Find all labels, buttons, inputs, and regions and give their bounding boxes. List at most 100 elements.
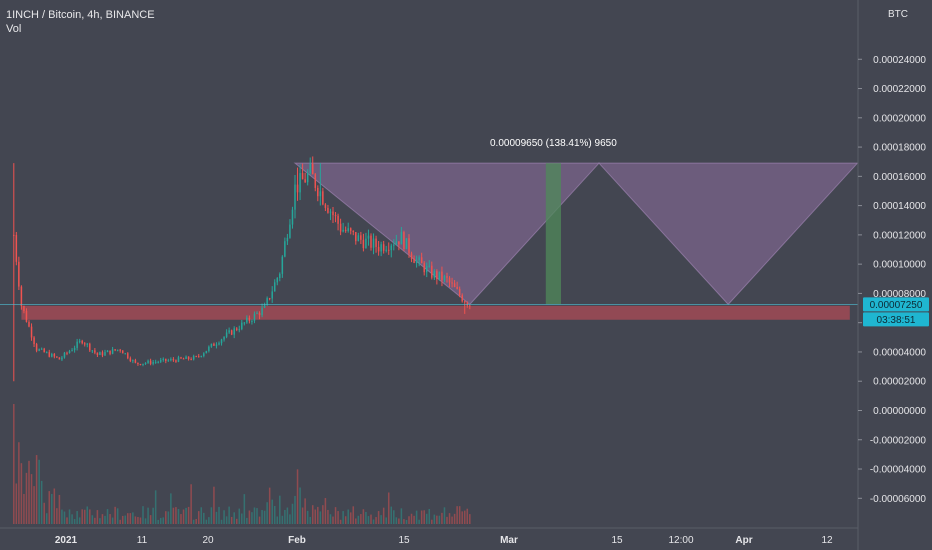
measure-range[interactable] <box>545 163 561 305</box>
candle[interactable] <box>101 350 104 358</box>
candle[interactable] <box>230 329 233 336</box>
candle[interactable] <box>23 305 25 314</box>
candle[interactable] <box>104 349 106 356</box>
candle[interactable] <box>329 208 332 221</box>
candle[interactable] <box>306 169 309 186</box>
candle[interactable] <box>73 345 76 353</box>
candle[interactable] <box>81 339 83 345</box>
candle[interactable] <box>423 261 425 276</box>
candle[interactable] <box>223 336 225 342</box>
candle[interactable] <box>469 304 471 310</box>
candle[interactable] <box>365 232 367 249</box>
candle[interactable] <box>420 252 423 264</box>
candle[interactable] <box>339 218 342 236</box>
candle[interactable] <box>263 302 266 309</box>
candle[interactable] <box>261 303 263 318</box>
candle[interactable] <box>127 352 129 360</box>
candle[interactable] <box>58 357 61 360</box>
candle[interactable] <box>299 164 301 201</box>
candle[interactable] <box>398 241 400 251</box>
candle[interactable] <box>208 345 210 353</box>
candle[interactable] <box>436 269 438 285</box>
candle[interactable] <box>311 156 314 175</box>
candle[interactable] <box>165 358 167 364</box>
candle[interactable] <box>86 342 89 348</box>
candle[interactable] <box>116 349 119 352</box>
candle[interactable] <box>355 232 357 245</box>
last-price-badge[interactable]: 0.00007250 <box>863 297 929 312</box>
candle[interactable] <box>337 213 339 231</box>
candle[interactable] <box>25 308 28 323</box>
candle[interactable] <box>220 338 223 346</box>
candle[interactable] <box>380 241 382 257</box>
candle[interactable] <box>40 347 43 350</box>
candle[interactable] <box>382 240 385 254</box>
candle[interactable] <box>218 341 220 346</box>
candle[interactable] <box>258 311 261 320</box>
candle[interactable] <box>200 355 203 358</box>
candle[interactable] <box>289 219 291 239</box>
candle[interactable] <box>66 351 68 356</box>
candle[interactable] <box>195 355 197 358</box>
candle[interactable] <box>28 320 30 328</box>
candle[interactable] <box>405 238 408 250</box>
candle[interactable] <box>238 325 241 333</box>
candle[interactable] <box>309 157 311 175</box>
candle[interactable] <box>322 187 324 206</box>
candle[interactable] <box>301 163 304 180</box>
candle[interactable] <box>89 342 91 353</box>
candle[interactable] <box>317 185 319 202</box>
candle[interactable] <box>243 321 246 326</box>
candle[interactable] <box>18 256 20 291</box>
candle[interactable] <box>344 226 347 233</box>
candle[interactable] <box>334 212 337 223</box>
candle[interactable] <box>347 222 349 233</box>
candle[interactable] <box>45 351 48 354</box>
candle[interactable] <box>390 243 393 258</box>
candle[interactable] <box>241 319 243 331</box>
candle[interactable] <box>418 255 420 267</box>
candle[interactable] <box>187 356 190 361</box>
candle[interactable] <box>228 327 230 334</box>
candle[interactable] <box>357 232 360 242</box>
candle[interactable] <box>190 357 192 361</box>
candle[interactable] <box>367 229 370 246</box>
candle[interactable] <box>458 286 461 298</box>
candle[interactable] <box>96 352 99 358</box>
candle[interactable] <box>91 350 94 354</box>
candle[interactable] <box>233 326 235 339</box>
candle[interactable] <box>203 352 205 358</box>
candle[interactable] <box>415 255 418 268</box>
candle[interactable] <box>68 349 71 354</box>
candle[interactable] <box>157 360 159 364</box>
support-zone[interactable] <box>21 305 850 320</box>
candle[interactable] <box>400 226 403 245</box>
candle[interactable] <box>35 342 38 353</box>
candle[interactable] <box>139 363 142 366</box>
candle[interactable] <box>152 359 154 366</box>
candle[interactable] <box>185 355 187 359</box>
candle[interactable] <box>30 323 33 341</box>
candle[interactable] <box>451 277 453 288</box>
candle[interactable] <box>111 346 114 355</box>
candle[interactable] <box>441 266 443 287</box>
candle[interactable] <box>456 281 458 290</box>
candle[interactable] <box>162 357 165 362</box>
candle[interactable] <box>180 356 182 359</box>
candle[interactable] <box>170 357 172 362</box>
candle[interactable] <box>256 311 258 315</box>
candle[interactable] <box>294 175 296 219</box>
candle[interactable] <box>431 261 433 280</box>
candle[interactable] <box>443 274 446 283</box>
volume-indicator-label[interactable]: Vol <box>6 23 22 35</box>
candle[interactable] <box>377 241 380 256</box>
candle[interactable] <box>360 231 362 245</box>
candle[interactable] <box>144 362 147 365</box>
triangle-drawing-2[interactable] <box>597 162 859 306</box>
candle[interactable] <box>83 342 86 347</box>
candle[interactable] <box>124 353 127 355</box>
candle[interactable] <box>408 234 410 258</box>
candle[interactable] <box>349 227 352 235</box>
candle[interactable] <box>109 350 111 356</box>
